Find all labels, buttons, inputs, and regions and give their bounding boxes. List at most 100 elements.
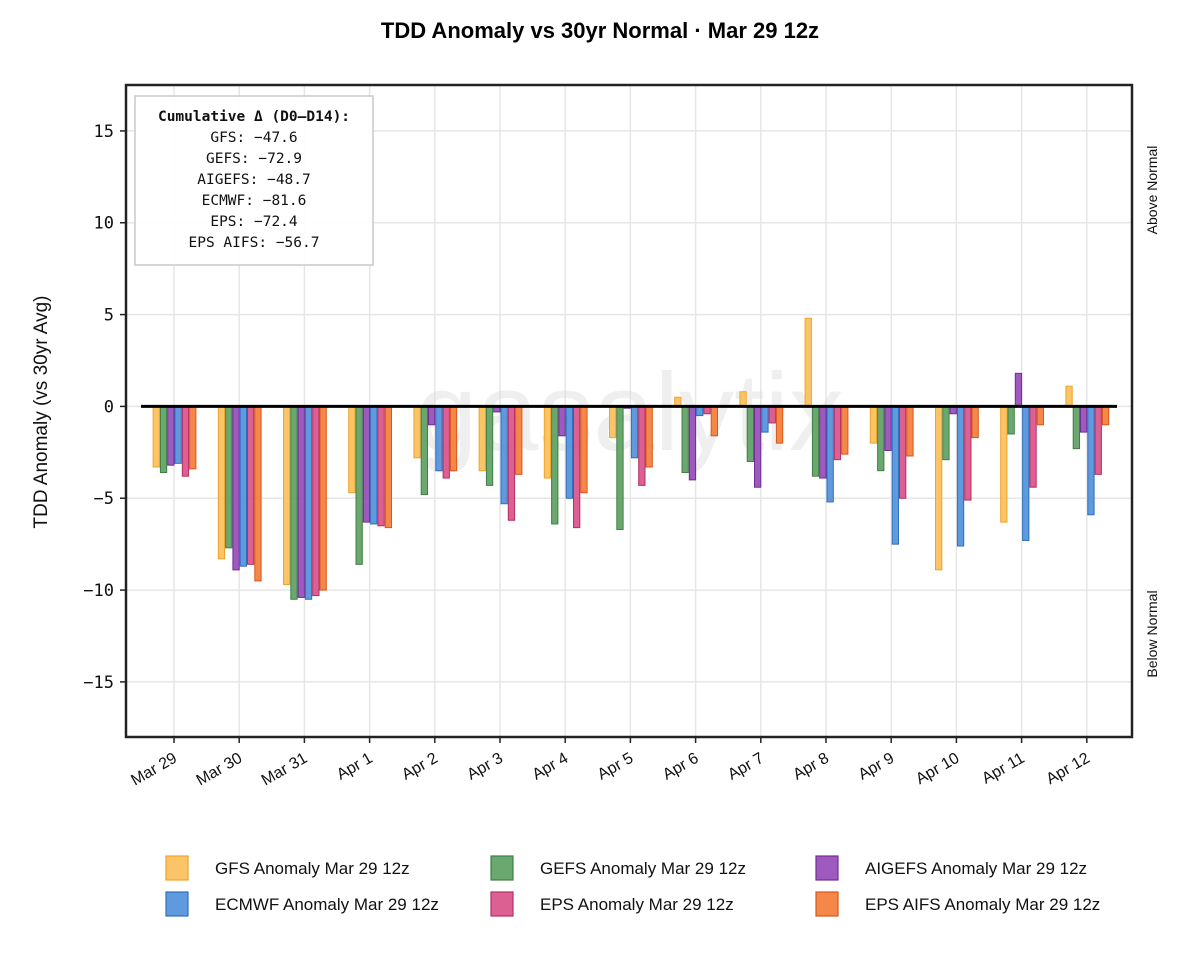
- cumulative-line-aigefs: AIGEFS: −48.7: [197, 172, 311, 188]
- bar-eps-apr-1: [377, 405, 385, 527]
- bar-gfs-apr-3: [478, 405, 486, 472]
- bar-gfs-mar-29: [152, 405, 160, 468]
- x-tick-label: Apr 5: [595, 750, 637, 784]
- x-tick-label: Apr 12: [1043, 750, 1092, 788]
- bar-aigefs-apr-2: [428, 405, 436, 426]
- cumulative-line-gfs: GFS: −47.6: [210, 130, 297, 146]
- bar-eps-apr-5: [638, 405, 646, 486]
- legend-label: GEFS Anomaly Mar 29 12z: [540, 859, 746, 878]
- bar-gefs-apr-7: [746, 405, 755, 463]
- bar-gfs-apr-2: [413, 405, 421, 459]
- bar-gfs-apr-7: [739, 391, 747, 407]
- bar-eps-apr-10: [964, 405, 972, 501]
- bar-ecmwf-apr-4: [565, 405, 574, 499]
- bar-eps-apr-7: [768, 405, 776, 424]
- cumulative-line-eps: EPS: −72.4: [210, 214, 298, 230]
- bar-gefs-apr-10: [942, 405, 950, 461]
- bar-gfs-apr-8: [804, 317, 812, 407]
- bar-eps-apr-8: [833, 405, 842, 461]
- y-axis-ticks: 15 10 5 0 −5 −10 −15: [83, 122, 126, 693]
- bar-aigefs-apr-8: [819, 405, 827, 479]
- bar-eps-apr-4: [573, 405, 581, 529]
- bar-ecmwf-apr-2: [435, 405, 443, 472]
- legend-swatch: [165, 891, 189, 917]
- bar-gfs-apr-4: [543, 405, 552, 479]
- y-tick-label: 5: [104, 306, 114, 326]
- bar-gefs-apr-4: [551, 405, 559, 525]
- bar-eps-mar-31: [312, 405, 320, 597]
- legend-label: EPS Anomaly Mar 29 12z: [540, 895, 734, 914]
- cumulative-box-frame: [134, 95, 374, 266]
- bar-ecmwf-mar-29: [174, 405, 182, 464]
- bar-eps-mar-29: [181, 405, 190, 477]
- bar-eps-aifs-apr-2: [449, 405, 458, 472]
- y-tick-label: −10: [83, 581, 114, 601]
- bar-gefs-apr-1: [355, 405, 363, 565]
- bar-aigefs-apr-4: [558, 405, 566, 437]
- bar-eps-aifs-apr-10: [971, 405, 979, 439]
- x-tick-label: Apr 2: [399, 750, 441, 784]
- legend: GFS Anomaly Mar 29 12z GEFS Anomaly Mar 2…: [165, 855, 1100, 917]
- bar-gfs-apr-1: [348, 405, 356, 494]
- bar-gefs-apr-5: [616, 405, 624, 530]
- bar-eps-aifs-apr-5: [645, 405, 653, 468]
- bar-aigefs-apr-11: [1014, 372, 1023, 407]
- bar-gefs-mar-31: [290, 405, 298, 600]
- y-tick-label: −15: [83, 673, 114, 693]
- legend-swatch: [815, 891, 839, 917]
- bar-aigefs-mar-29: [167, 405, 175, 466]
- legend-swatch: [165, 855, 189, 881]
- bar-aigefs-mar-31: [297, 405, 305, 598]
- below-normal-label: Below Normal: [1144, 590, 1160, 677]
- bar-eps-aifs-apr-12: [1101, 405, 1110, 426]
- bar-gfs-apr-12: [1065, 385, 1073, 407]
- x-tick-label: Mar 29: [128, 750, 180, 790]
- x-tick-label: Apr 6: [660, 750, 702, 784]
- x-tick-label: Apr 3: [464, 750, 506, 784]
- bar-gefs-apr-2: [420, 405, 429, 496]
- bar-eps-apr-11: [1029, 405, 1037, 488]
- bar-ecmwf-apr-8: [826, 405, 834, 503]
- cumulative-line-ecmwf: ECMWF: −81.6: [202, 193, 307, 209]
- bar-eps-aifs-apr-6: [710, 405, 719, 437]
- plot-frame: [124, 83, 1134, 739]
- bar-eps-apr-9: [899, 405, 907, 499]
- x-tick-label: Apr 4: [530, 750, 572, 784]
- bar-gefs-mar-30: [225, 405, 233, 549]
- bar-gefs-apr-11: [1007, 405, 1015, 435]
- bar-ecmwf-apr-3: [500, 405, 508, 505]
- legend-swatch: [490, 855, 514, 881]
- bar-eps-apr-2: [442, 405, 450, 479]
- bar-gefs-apr-6: [681, 405, 689, 474]
- bar-eps-aifs-apr-3: [515, 405, 523, 475]
- bar-gefs-apr-12: [1072, 405, 1080, 450]
- bar-gfs-apr-10: [935, 405, 943, 571]
- cumulative-line-gefs: GEFS: −72.9: [206, 151, 302, 167]
- legend-label: ECMWF Anomaly Mar 29 12z: [215, 895, 439, 914]
- bar-gefs-apr-3: [485, 405, 494, 486]
- y-tick-label: 10: [94, 214, 114, 234]
- bar-ecmwf-apr-10: [956, 405, 965, 547]
- bar-eps-aifs-mar-31: [319, 405, 327, 591]
- x-tick-label: Mar 31: [259, 750, 311, 790]
- y-tick-label: 0: [104, 397, 114, 417]
- bar-gefs-apr-9: [877, 405, 885, 472]
- bar-aigefs-apr-12: [1080, 405, 1088, 433]
- bar-aigefs-mar-30: [232, 405, 240, 571]
- y-tick-label: −5: [94, 489, 114, 509]
- legend-label: AIGEFS Anomaly Mar 29 12z: [865, 859, 1087, 878]
- bar-gfs-apr-11: [1000, 405, 1008, 523]
- bar-eps-apr-12: [1094, 405, 1102, 475]
- bar-aigefs-apr-6: [688, 405, 697, 481]
- x-tick-label: Apr 8: [790, 750, 832, 784]
- bar-aigefs-apr-1: [362, 405, 371, 523]
- cumulative-box: Cumulative Δ (D0–D14): GFS: −47.6 GEFS: …: [134, 95, 374, 266]
- y-axis-label: TDD Anomaly (vs 30yr Avg): [31, 295, 52, 528]
- legend-label: EPS AIFS Anomaly Mar 29 12z: [865, 895, 1100, 914]
- bar-aigefs-apr-7: [754, 405, 762, 488]
- chart-title: TDD Anomaly vs 30yr Normal · Mar 29 12z: [381, 18, 819, 43]
- bar-eps-aifs-mar-29: [189, 405, 197, 470]
- bar-eps-mar-30: [247, 405, 255, 565]
- y-tick-label: 15: [94, 122, 114, 142]
